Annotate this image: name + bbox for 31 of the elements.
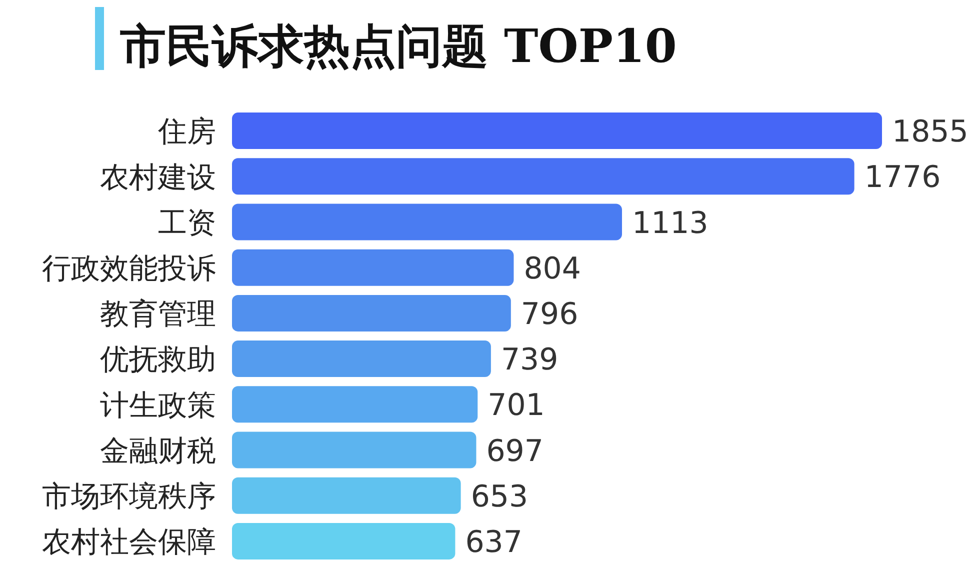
y-tick-label: 行政效能投诉 [42,251,216,286]
y-tick-label: 住房 [157,114,216,148]
data-label: 739 [500,342,558,378]
y-tick-label: 优抚救助 [100,342,216,376]
y-tick-label: 农村社会保障 [42,524,216,559]
y-tick-label: 计生政策 [100,388,216,422]
bar [232,204,622,240]
bar [232,294,511,332]
data-label: 1776 [864,160,941,196]
data-label: 796 [520,297,578,332]
y-tick-label: 工资 [158,205,216,240]
bar [232,386,478,423]
bar [232,432,476,468]
data-label: 1113 [632,206,708,241]
data-label: 1855 [892,114,968,150]
data-label: 653 [470,479,528,514]
bar [232,477,461,514]
bar [232,112,882,150]
bar [232,340,491,378]
y-tick-label: 市场环境秩序 [42,479,216,514]
bar [232,158,854,195]
data-label: 637 [465,525,522,560]
data-label: 701 [488,388,545,424]
y-tick-label: 金融财税 [100,433,216,468]
bar [232,522,456,560]
data-label: 697 [486,434,544,469]
chart-title: 市民诉求热点问题 TOP10 [120,19,677,73]
data-label: 804 [524,251,581,286]
y-tick-label: 教育管理 [100,296,216,331]
bar [232,249,514,286]
y-tick-label: 农村建设 [100,160,216,194]
